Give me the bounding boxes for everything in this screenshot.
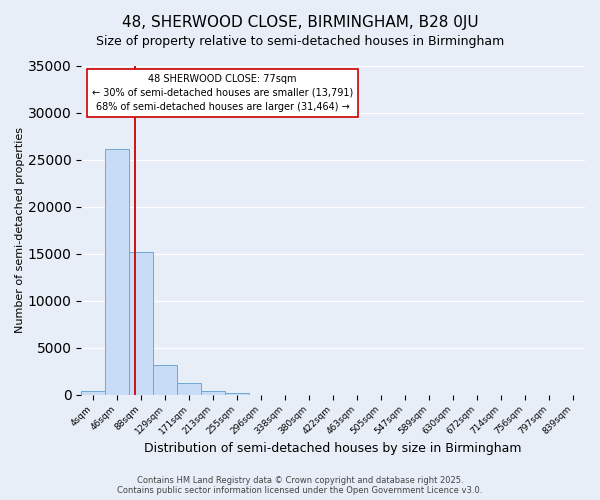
Bar bbox=[178, 384, 201, 394]
Bar bbox=[154, 366, 178, 394]
Text: Size of property relative to semi-detached houses in Birmingham: Size of property relative to semi-detach… bbox=[96, 35, 504, 48]
Bar bbox=[225, 393, 249, 394]
Bar bbox=[130, 252, 154, 394]
Y-axis label: Number of semi-detached properties: Number of semi-detached properties bbox=[15, 127, 25, 333]
Bar bbox=[106, 149, 130, 394]
Text: 48, SHERWOOD CLOSE, BIRMINGHAM, B28 0JU: 48, SHERWOOD CLOSE, BIRMINGHAM, B28 0JU bbox=[122, 15, 478, 30]
X-axis label: Distribution of semi-detached houses by size in Birmingham: Distribution of semi-detached houses by … bbox=[145, 442, 522, 455]
Text: Contains HM Land Registry data © Crown copyright and database right 2025.
Contai: Contains HM Land Registry data © Crown c… bbox=[118, 476, 482, 495]
Bar bbox=[201, 391, 225, 394]
Text: 48 SHERWOOD CLOSE: 77sqm
← 30% of semi-detached houses are smaller (13,791)
68% : 48 SHERWOOD CLOSE: 77sqm ← 30% of semi-d… bbox=[92, 74, 353, 112]
Bar bbox=[82, 391, 106, 394]
